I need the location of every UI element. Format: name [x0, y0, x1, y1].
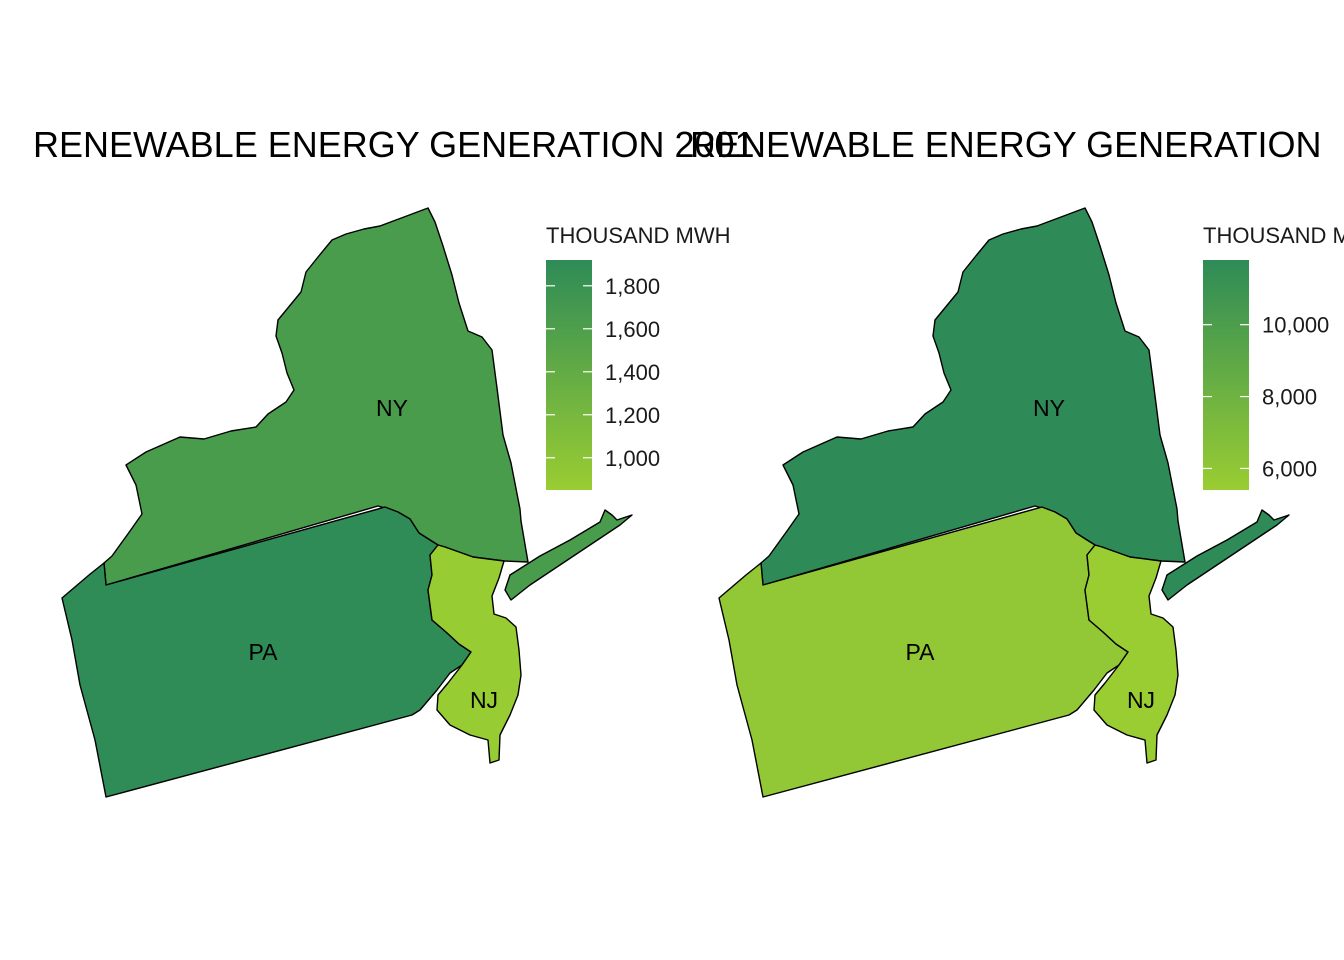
- right-legend: THOUSAND MWH 10,000 8,000 6,000: [1203, 223, 1344, 490]
- state-nj: [1084, 544, 1179, 764]
- left-legend-title: THOUSAND MWH: [546, 223, 731, 248]
- state-label-nj: NJ: [1127, 687, 1155, 713]
- left-map-title: RENEWABLE ENERGY GENERATION 2001: [33, 124, 755, 165]
- left-legend-colorbar: [546, 260, 592, 490]
- left-legend: THOUSAND MWH 1,800 1,600 1,400 1,200 1,000: [546, 223, 731, 490]
- legend-tick-label: 1,800: [605, 274, 660, 299]
- legend-tick-label: 8,000: [1262, 385, 1317, 410]
- state-nj: [427, 544, 522, 764]
- legend-tick-label: 6,000: [1262, 456, 1317, 481]
- legend-tick-label: 1,200: [605, 403, 660, 428]
- right-legend-ticks: 10,000 8,000 6,000: [1203, 313, 1329, 481]
- state-label-ny: NY: [1033, 395, 1065, 421]
- state-label-pa: PA: [249, 639, 279, 665]
- right-map: NY PA NJ: [718, 207, 1290, 798]
- legend-tick-label: 1,600: [605, 317, 660, 342]
- state-ny-longisland: [1161, 509, 1290, 601]
- state-ny-longisland: [504, 509, 633, 601]
- left-legend-ticks: 1,800 1,600 1,400 1,200 1,000: [546, 274, 660, 471]
- legend-tick-label: 1,400: [605, 360, 660, 385]
- left-map: NY PA NJ: [61, 207, 633, 798]
- state-label-ny: NY: [376, 395, 408, 421]
- right-map-title: RENEWABLE ENERGY GENERATION: [690, 124, 1321, 165]
- legend-tick-label: 10,000: [1262, 313, 1329, 338]
- legend-tick-label: 1,000: [605, 446, 660, 471]
- state-label-pa: PA: [906, 639, 936, 665]
- state-label-nj: NJ: [470, 687, 498, 713]
- right-map-panel: NY PA NJ RENEWABLE ENERGY GENERATION THO…: [690, 124, 1344, 798]
- right-legend-title: THOUSAND MWH: [1203, 223, 1344, 248]
- right-legend-colorbar: [1203, 260, 1249, 490]
- left-map-panel: NY PA NJ RENEWABLE ENERGY GENERATION 200…: [33, 124, 755, 798]
